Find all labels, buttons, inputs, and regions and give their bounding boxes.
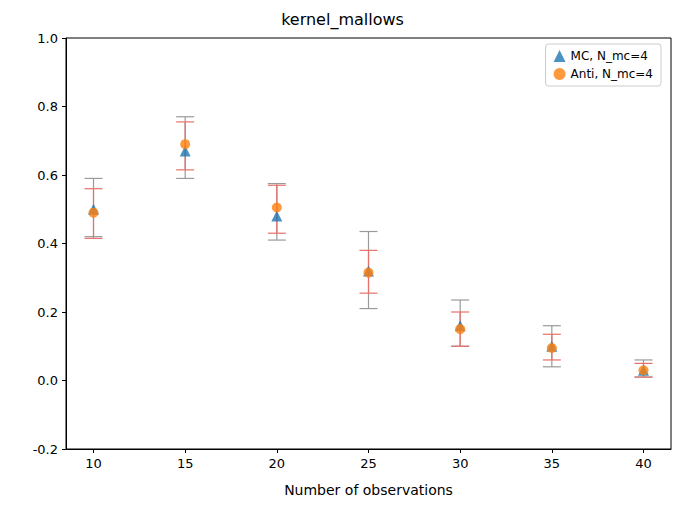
svg-text:0.0: 0.0 bbox=[37, 373, 58, 388]
svg-text:0.6: 0.6 bbox=[37, 168, 58, 183]
svg-text:0.2: 0.2 bbox=[37, 305, 58, 320]
svg-text:0.8: 0.8 bbox=[37, 99, 58, 114]
svg-text:25: 25 bbox=[360, 456, 377, 471]
svg-text:-0.2: -0.2 bbox=[33, 442, 58, 457]
svg-text:10: 10 bbox=[85, 456, 102, 471]
svg-text:40: 40 bbox=[635, 456, 652, 471]
svg-text:kernel_mallows: kernel_mallows bbox=[281, 10, 404, 30]
svg-text:15: 15 bbox=[177, 456, 194, 471]
svg-text:MC, N_mc=4: MC, N_mc=4 bbox=[571, 49, 648, 63]
svg-text:35: 35 bbox=[544, 456, 561, 471]
svg-text:Number of observations: Number of observations bbox=[284, 482, 453, 498]
svg-text:1.0: 1.0 bbox=[37, 31, 58, 46]
svg-text:Anti, N_mc=4: Anti, N_mc=4 bbox=[571, 67, 653, 81]
svg-text:0.4: 0.4 bbox=[37, 236, 58, 251]
svg-text:20: 20 bbox=[269, 456, 286, 471]
svg-text:30: 30 bbox=[452, 456, 469, 471]
